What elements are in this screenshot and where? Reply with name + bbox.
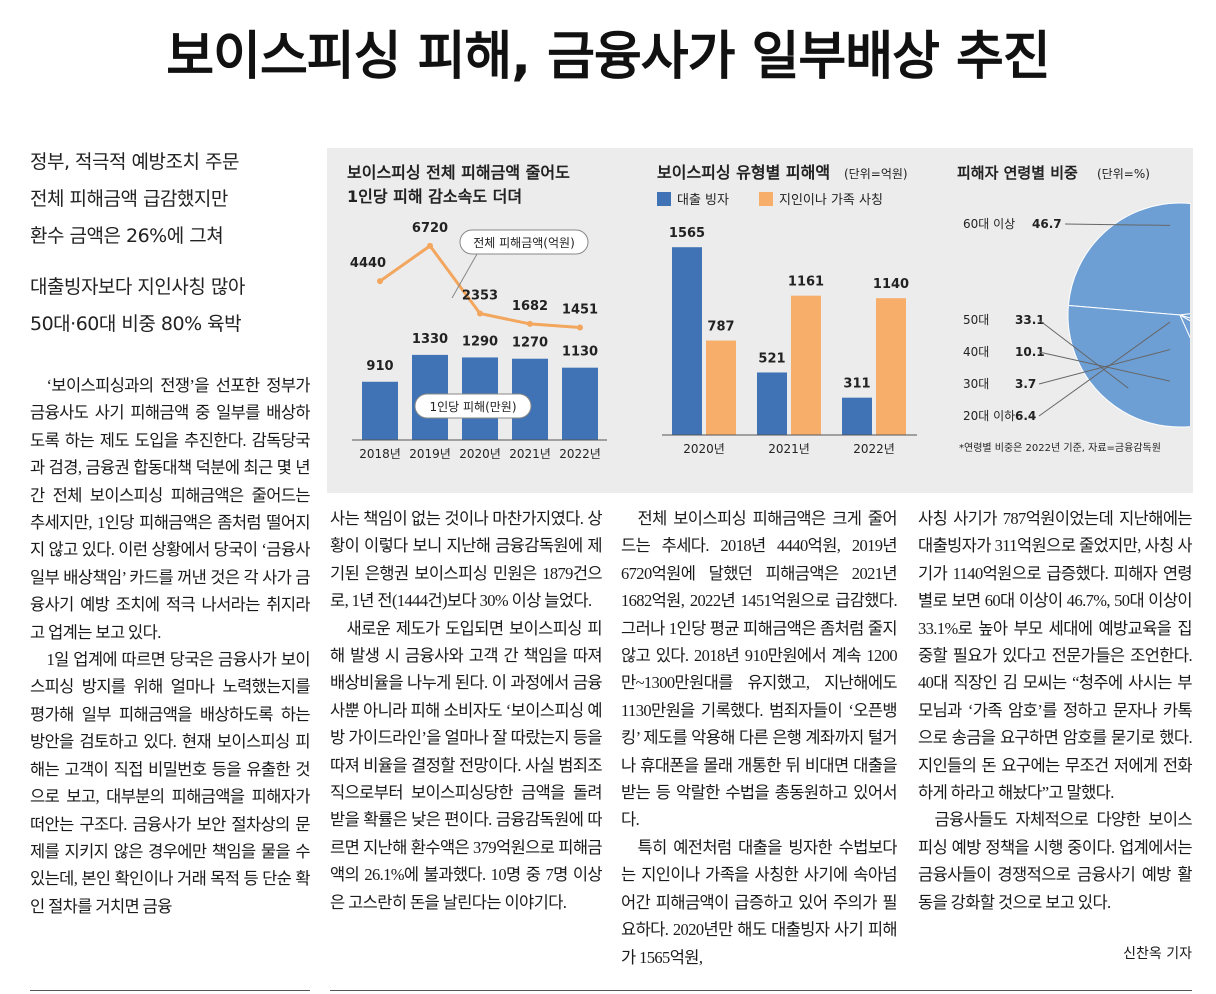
pie-slice bbox=[1067, 202, 1190, 316]
point bbox=[527, 320, 533, 327]
point bbox=[427, 242, 433, 249]
chart-panel: 보이스피싱 전체 피해금액 줄어도 1인당 피해 감소속도 더뎌 910 2018년 1… bbox=[327, 148, 1193, 493]
data-label: 1161 bbox=[788, 275, 824, 290]
data-label: 787 bbox=[707, 320, 734, 335]
callout-box bbox=[459, 229, 589, 255]
x-tick-label: 2022년 bbox=[853, 442, 895, 456]
chart-title: 1인당 피해 감소속도 더뎌 bbox=[347, 187, 522, 206]
data-label: 1140 bbox=[873, 277, 909, 292]
legend-swatch bbox=[657, 192, 671, 206]
data-label: 1330 bbox=[412, 332, 448, 347]
legend-swatch bbox=[759, 192, 773, 206]
chart-title: 보이스피싱 유형별 피해액 bbox=[657, 163, 830, 182]
column: 사는 책임이 없는 것이나 마찬가지였다. 상황이 이렇다 보니 지난해 금융감… bbox=[330, 505, 602, 968]
data-label: 1451 bbox=[562, 303, 598, 318]
column: ‘보이스피싱과의 전쟁’을 선포한 정부가 금융사도 사기 피해금액 중 일부를… bbox=[30, 372, 310, 968]
bar bbox=[362, 381, 398, 440]
pie-label: 50대 bbox=[963, 313, 989, 327]
pie-slice bbox=[1178, 313, 1190, 339]
paragraph: 1일 업계에 따르면 당국은 금융사가 보이스피싱 방지를 위해 얼마나 노력했… bbox=[30, 650, 310, 916]
headline: 보이스피싱 피해, 금융사가 일부배상 추진 bbox=[166, 27, 1050, 87]
point bbox=[477, 310, 483, 317]
legend-label: 대출 빙자 bbox=[677, 193, 729, 208]
chart-title: 보이스피싱 전체 피해금액 줄어도 bbox=[347, 163, 570, 182]
bar bbox=[791, 295, 821, 435]
byline: 신찬옥 기자 bbox=[1123, 946, 1192, 962]
paragraph: 사는 책임이 없는 것이나 마찬가지였다. 상황이 이렇다 보니 지난해 금융감… bbox=[330, 509, 602, 611]
pie-value: 33.1 bbox=[1015, 313, 1045, 327]
pie-value: 46.7 bbox=[1032, 217, 1062, 231]
paragraph: 금융사들도 자체적으로 다양한 보이스피싱 예방 정책을 시행 중이다. 업계에… bbox=[918, 810, 1192, 912]
data-label: 1290 bbox=[462, 334, 498, 349]
pie-slice bbox=[1179, 313, 1190, 319]
paragraph: ‘보이스피싱과의 전쟁’을 선포한 정부가 금융사도 사기 피해금액 중 일부를… bbox=[30, 376, 310, 642]
pie-label: 30대 bbox=[963, 377, 989, 391]
data-label: 311 bbox=[843, 377, 870, 392]
leader-line bbox=[1064, 223, 1171, 226]
data-label: 1565 bbox=[669, 226, 705, 241]
paragraph: 전체 보이스피싱 피해금액은 크게 줄어드는 추세다. 2018년 4440억원… bbox=[621, 509, 897, 830]
x-tick-label: 2020년 bbox=[459, 447, 501, 461]
bar bbox=[562, 367, 598, 440]
bar bbox=[876, 298, 906, 435]
chart-title: 피해자 연령별 비중 bbox=[957, 164, 1078, 182]
pie-value: 6.4 bbox=[1015, 409, 1036, 423]
series-label: 1인당 피해(만원) bbox=[429, 400, 516, 414]
series-label: 전체 피해금액(억원) bbox=[473, 236, 575, 250]
paragraph: 특히 예전처럼 대출을 빙자한 수법보다는 지인이나 가족을 사칭한 사기에 속… bbox=[621, 837, 897, 967]
x-tick-label: 2021년 bbox=[768, 442, 810, 456]
pie-label: 40대 bbox=[963, 345, 989, 359]
x-tick-label: 2019년 bbox=[409, 447, 451, 461]
pie bbox=[1067, 202, 1190, 428]
rule bbox=[30, 990, 310, 991]
bar bbox=[842, 397, 872, 435]
column: 전체 보이스피싱 피해금액은 크게 줄어드는 추세다. 2018년 4440억원… bbox=[621, 505, 897, 968]
callout-box bbox=[414, 393, 532, 419]
subhead: 50대·60대 비중 80% 육박 bbox=[30, 313, 242, 335]
bar bbox=[757, 372, 787, 435]
data-label: 1130 bbox=[562, 345, 598, 360]
subhead: 전체 피해금액 급감했지만 bbox=[30, 188, 228, 210]
rule bbox=[330, 990, 1192, 991]
x-tick-label: 2021년 bbox=[509, 447, 551, 461]
pie-slice bbox=[1067, 304, 1190, 428]
callout-line bbox=[451, 253, 478, 299]
data-label: 4440 bbox=[350, 256, 386, 271]
x-tick-label: 2022년 bbox=[559, 447, 601, 461]
subhead: 정부, 적극적 예방조치 주문 bbox=[30, 151, 239, 173]
bar bbox=[672, 247, 702, 435]
pie-value: 10.1 bbox=[1015, 345, 1045, 359]
bar bbox=[706, 340, 736, 435]
data-label: 2353 bbox=[462, 289, 498, 304]
point bbox=[377, 278, 383, 285]
chart-unit: (단위=%) bbox=[1097, 167, 1150, 181]
x-tick-label: 2018년 bbox=[359, 447, 401, 461]
x-tick-label: 2020년 bbox=[683, 442, 725, 456]
legend-label: 지인이나 가족 사칭 bbox=[779, 193, 883, 208]
subheads: 정부, 적극적 예방조치 주문 전체 피해금액 급감했지만 환수 금액은 26%… bbox=[30, 144, 315, 343]
column: 사칭 사기가 787억원이었는데 지난해에는 대출빙자가 311억원으로 줄었지… bbox=[918, 505, 1192, 945]
data-label: 6720 bbox=[412, 221, 448, 236]
chart-note: *연령별 비중은 2022년 기준, 자료=금융감독원 bbox=[959, 442, 1161, 454]
subhead: 대출빙자보다 지인사칭 많아 bbox=[30, 276, 245, 298]
pie-label: 20대 이하 bbox=[963, 409, 1015, 423]
data-label: 910 bbox=[366, 359, 393, 374]
paragraph: 사칭 사기가 787억원이었는데 지난해에는 대출빙자가 311억원으로 줄었지… bbox=[918, 509, 1192, 803]
point bbox=[577, 324, 583, 331]
leader-line bbox=[1038, 349, 1171, 385]
chart-unit: (단위=억원) bbox=[844, 167, 908, 181]
leader-line bbox=[1038, 319, 1129, 389]
leader-line bbox=[1038, 321, 1171, 417]
pie-label: 60대 이상 bbox=[963, 217, 1015, 231]
data-label: 521 bbox=[758, 351, 785, 366]
pie-value: 3.7 bbox=[1015, 377, 1036, 391]
paragraph: 새로운 제도가 도입되면 보이스피싱 피해 발생 시 금융사와 고객 간 책임을… bbox=[330, 618, 602, 912]
subhead: 환수 금액은 26%에 그쳐 bbox=[30, 225, 224, 247]
data-label: 1682 bbox=[512, 299, 548, 314]
data-label: 1270 bbox=[512, 336, 548, 351]
charts: 보이스피싱 전체 피해금액 줄어도 1인당 피해 감소속도 더뎌 910 2018년 1… bbox=[347, 163, 1190, 461]
